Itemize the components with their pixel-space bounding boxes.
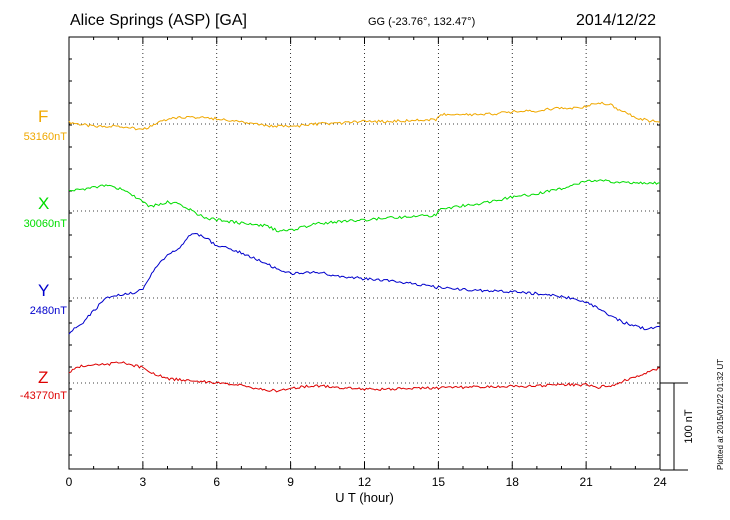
x-tick-label: 18 <box>506 475 520 489</box>
series-x-trace <box>68 179 661 233</box>
x-tick-label: 24 <box>653 475 667 489</box>
series-z-baseline: -43770nT <box>19 390 67 402</box>
series-y-trace <box>68 232 661 335</box>
x-tick-label: 12 <box>358 475 372 489</box>
station-title: Alice Springs (ASP) [GA] <box>70 12 247 29</box>
x-axis-label: U T (hour) <box>335 490 394 505</box>
series-x-letter: X <box>38 194 50 213</box>
series-f-trace <box>68 101 661 131</box>
series-z-letter: Z <box>38 368 49 387</box>
series-f-letter: F <box>38 107 49 126</box>
coordinates-label: GG (-23.76°, 132.47°) <box>368 16 476 28</box>
scale-bar-label: 100 nT <box>683 409 695 444</box>
x-tick-label: 9 <box>287 475 294 489</box>
date-label: 2014/12/22 <box>576 12 657 29</box>
x-tick-label: 21 <box>579 475 593 489</box>
series-y-letter: Y <box>38 281 50 300</box>
series-y-baseline: 2480nT <box>29 305 67 317</box>
x-tick-label: 15 <box>432 475 446 489</box>
series-x-baseline: 30060nT <box>23 218 67 230</box>
plotted-at-credit: Plotted at 2015/01/22 01:32 UT <box>716 358 725 470</box>
x-tick-label: 3 <box>140 475 147 489</box>
x-tick-label: 6 <box>213 475 220 489</box>
series-f-baseline: 53160nT <box>23 131 67 143</box>
series-z-trace <box>68 361 661 393</box>
x-tick-label: 0 <box>66 475 73 489</box>
